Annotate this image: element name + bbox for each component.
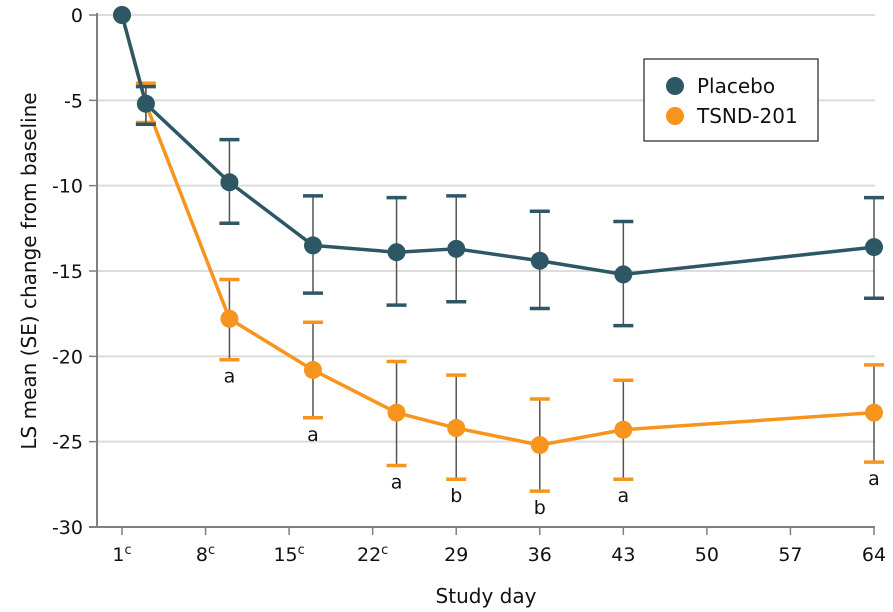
data-point: [387, 243, 406, 262]
x-tick-label: 8c: [196, 543, 215, 566]
x-tick-label: 50: [695, 544, 719, 566]
data-point: [303, 236, 322, 255]
x-tick-label: 22c: [357, 543, 388, 566]
data-point: [865, 238, 883, 257]
data-point: [447, 419, 466, 438]
x-tick-label: 29: [444, 544, 468, 566]
data-point: [220, 309, 239, 328]
significance-annotation: b: [450, 485, 462, 507]
y-tick-label: -5: [64, 90, 83, 112]
y-tick-label: -10: [52, 176, 83, 198]
x-tick-label: 36: [528, 544, 552, 566]
data-point: [387, 403, 406, 422]
significance-annotation: a: [868, 468, 880, 490]
y-axis-title: LS mean (SE) change from baseline: [17, 92, 41, 449]
x-tick-superscript: c: [208, 543, 215, 558]
series-group: [113, 6, 884, 493]
x-tick-superscript: c: [298, 543, 305, 558]
legend: Placebo TSND-201: [643, 58, 819, 142]
data-point: [303, 360, 322, 379]
x-tick-label: 15c: [273, 543, 304, 566]
data-point: [220, 173, 239, 192]
x-tick-label: 43: [611, 544, 635, 566]
y-tick-label: -20: [52, 346, 83, 368]
legend-marker-placebo: [666, 77, 684, 95]
x-axis-ticks: 1c 8c 15c 22c 29 36 43 50 57 64: [112, 527, 886, 566]
data-point: [614, 420, 633, 439]
legend-marker-tsnd-201: [666, 107, 684, 125]
x-tick-label: 64: [862, 544, 886, 566]
data-point: [113, 6, 131, 24]
legend-label-tsnd-201: TSND-201: [696, 104, 798, 128]
series-placebo: [113, 6, 884, 328]
y-tick-label: -30: [52, 517, 83, 539]
significance-annotation: a: [618, 485, 630, 507]
data-point: [530, 251, 549, 270]
data-point: [447, 239, 466, 258]
significance-annotation: a: [224, 366, 236, 388]
data-point: [530, 436, 549, 455]
x-tick-label: 1c: [112, 543, 131, 566]
y-tick-label: 0: [71, 5, 83, 27]
x-axis-title: Study day: [436, 584, 537, 608]
data-point: [865, 403, 883, 422]
data-point: [136, 94, 155, 113]
series-line: [120, 14, 875, 277]
y-tick-label: -25: [52, 432, 83, 454]
data-point: [614, 265, 633, 284]
y-axis-ticks: 0 -5 -10 -15 -20 -25 -30: [52, 5, 97, 539]
legend-label-placebo: Placebo: [697, 74, 775, 98]
significance-annotation: a: [307, 424, 319, 446]
x-tick-superscript: c: [124, 543, 131, 558]
significance-annotations: a a a b b a a: [224, 366, 880, 519]
legend-box: [643, 58, 819, 142]
significance-annotation: a: [391, 472, 403, 494]
y-tick-label: -15: [52, 261, 83, 283]
x-tick-superscript: c: [381, 543, 388, 558]
significance-annotation: b: [534, 497, 546, 519]
x-tick-label: 57: [778, 544, 802, 566]
